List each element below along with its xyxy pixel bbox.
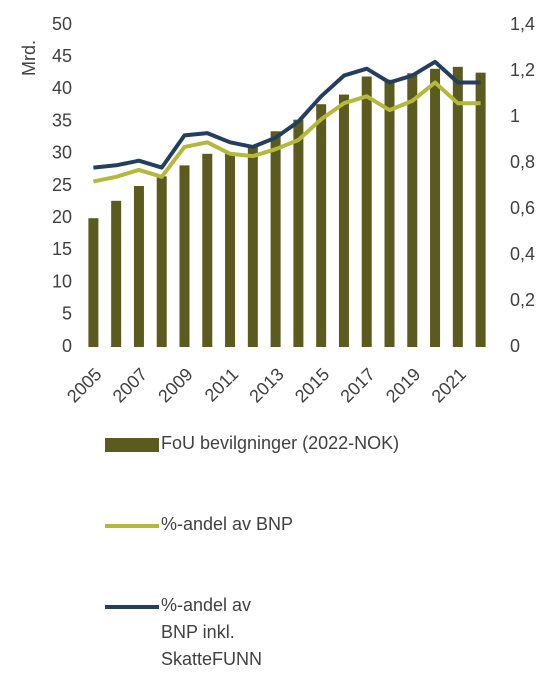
legend-swatch: [105, 524, 159, 528]
y2-tick-label: 0,2: [510, 290, 535, 310]
bar: [452, 66, 463, 348]
y-tick-label: 50: [52, 14, 72, 34]
y2-tick-label: 0: [510, 336, 520, 356]
bar: [293, 119, 304, 347]
bar: [247, 146, 258, 347]
x-tick-label: 2017: [336, 364, 378, 406]
y-tick-label: 15: [52, 239, 72, 259]
line: [92, 80, 481, 184]
y2-tick-label: 0,6: [510, 198, 535, 218]
legend-swatch: [105, 438, 159, 452]
bar: [156, 176, 167, 347]
bar: [270, 131, 281, 347]
y2-tick-label: 0,8: [510, 152, 535, 172]
y-tick-label: 45: [52, 46, 72, 66]
y-axis-label: Mrd.: [19, 40, 39, 76]
legend-label: FoU bevilgninger (2022-NOK): [161, 433, 400, 453]
y-tick-label: 10: [52, 271, 72, 291]
legend-item: FoU bevilgninger (2022-NOK): [105, 430, 399, 457]
bar: [225, 152, 236, 347]
y-tick-label: 0: [62, 336, 72, 356]
y-tick-label: 5: [62, 304, 72, 324]
y-tick-label: 25: [52, 175, 72, 195]
bar: [88, 218, 99, 347]
bar: [316, 104, 327, 347]
bar: [179, 165, 190, 347]
y-tick-label: 40: [52, 78, 72, 98]
bar: [475, 72, 486, 347]
x-tick-label: 2015: [291, 364, 333, 406]
legend-label: %-andel av BNP: [161, 514, 294, 534]
bar: [407, 73, 418, 348]
y2-tick-label: 0,4: [510, 244, 535, 264]
y-tick-label: 20: [52, 207, 72, 227]
bar: [111, 200, 122, 347]
y-tick-label: 30: [52, 143, 72, 163]
chart: Mrd. 0 5 10 15 20 25 30 35 40 45 50 0 0,2 0,4 0,6 0,8 1 1…: [19, 14, 535, 407]
bar: [202, 153, 213, 347]
line: [93, 59, 481, 170]
x-tick-label: 2011: [201, 364, 243, 406]
bar: [338, 94, 349, 347]
x-tick-label: 2021: [428, 364, 470, 406]
legend-label: %-andel av BNP inkl. SkatteFUNN: [161, 595, 263, 669]
legend-item: %-andel av BNP: [105, 511, 293, 538]
legend-swatch: [105, 605, 159, 609]
y2-tick-label: 1,2: [510, 60, 535, 80]
y-tick-label: 35: [52, 110, 72, 130]
legend-item: %-andel av BNP inkl. SkatteFUNN: [105, 592, 281, 673]
y2-tick-label: 1: [510, 106, 520, 126]
x-tick-label: 2019: [382, 364, 424, 406]
x-tick-label: 2009: [154, 364, 196, 406]
x-tick-label: 2005: [63, 364, 105, 406]
bar: [384, 79, 395, 348]
x-tick-label: 2007: [109, 364, 151, 406]
bar: [361, 76, 372, 348]
y2-tick-label: 1,4: [510, 14, 535, 34]
bar: [430, 68, 441, 348]
bar: [133, 186, 144, 347]
x-tick-label: 2013: [245, 364, 287, 406]
